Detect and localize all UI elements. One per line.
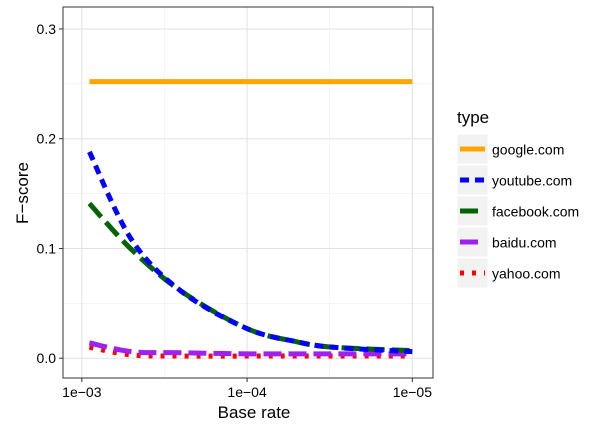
legend-item-facebook: facebook.com <box>456 195 579 227</box>
legend-label-yahoo: yahoo.com <box>492 266 560 282</box>
series-line-baidu <box>88 340 413 357</box>
y-tick-label: 0.3 <box>37 21 57 37</box>
legend-item-yahoo: yahoo.com <box>456 257 560 289</box>
legend-label-facebook: facebook.com <box>492 204 579 220</box>
plot-frame <box>62 6 434 379</box>
legend-item-baidu: baidu.com <box>456 226 557 258</box>
plot-background <box>63 7 433 378</box>
y-axis: 0.0 0.1 0.2 0.3 <box>37 21 63 366</box>
y-axis-title: F−score <box>13 162 32 224</box>
legend-item-youtube: youtube.com <box>456 164 572 196</box>
legend-title: type <box>457 108 489 127</box>
y-tick-label: 0.0 <box>37 350 57 366</box>
series-line-youtube <box>87 150 413 355</box>
series-lines <box>87 79 413 359</box>
x-axis: 1e−03 1e−04 1e−05 <box>62 378 432 400</box>
legend-label-google: google.com <box>492 142 564 158</box>
y-tick-label: 0.2 <box>37 131 57 147</box>
x-axis-title: Base rate <box>218 403 291 422</box>
x-tick-label: 1e−03 <box>62 384 102 400</box>
y-tick-label: 0.1 <box>37 240 57 256</box>
legend: type google.com youtube.com facebook.com ba… <box>456 108 579 289</box>
legend-item-google: google.com <box>456 133 564 165</box>
legend-label-youtube: youtube.com <box>492 173 572 189</box>
plot-panel <box>63 7 433 378</box>
x-tick-label: 1e−04 <box>227 384 267 400</box>
plot-border <box>62 6 434 379</box>
x-tick-label: 1e−05 <box>393 384 433 400</box>
legend-label-baidu: baidu.com <box>492 235 557 251</box>
